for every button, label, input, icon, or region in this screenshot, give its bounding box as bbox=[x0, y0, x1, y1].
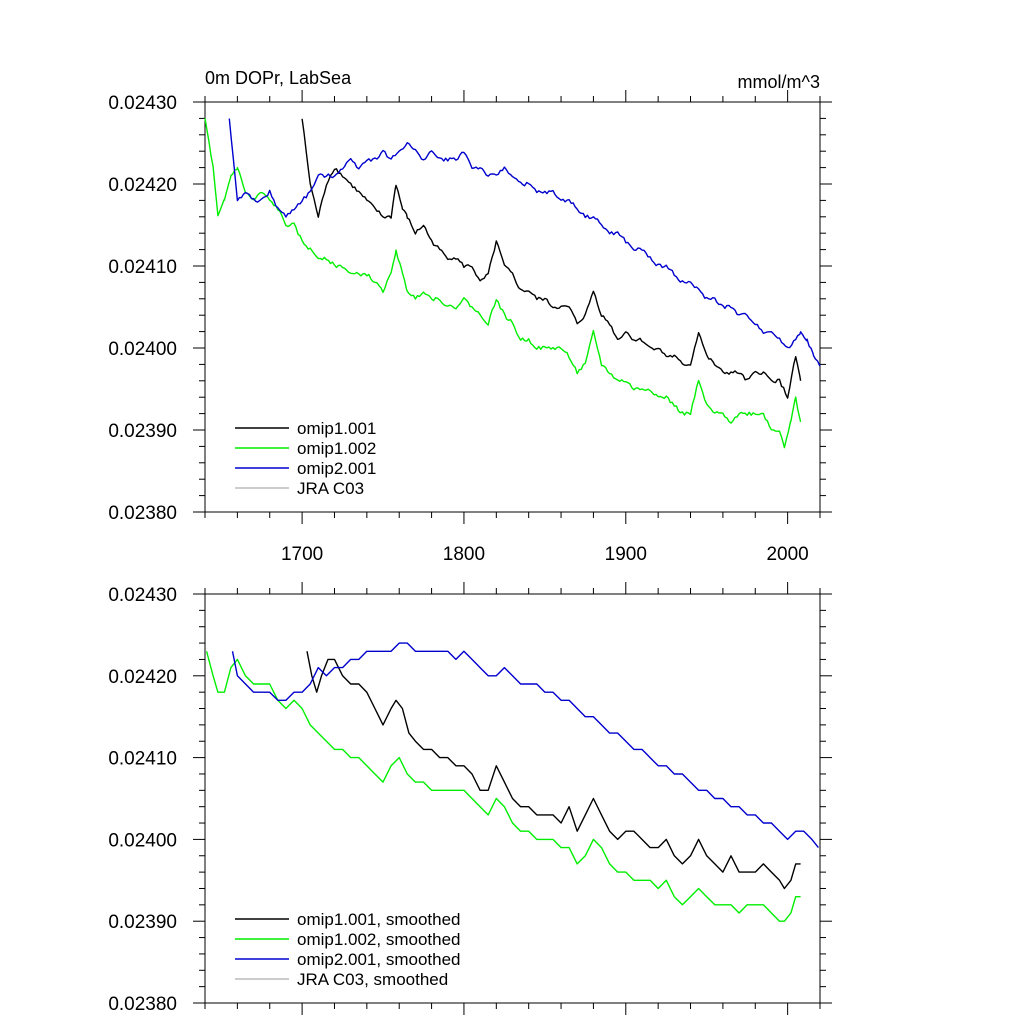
panel-top-raw: 0.02380 0.02390 0.02400 0.02410 0.02420 0.024… bbox=[108, 68, 832, 565]
y-tick-label: 0.02410 bbox=[108, 749, 177, 770]
y-tick-label: 0.02380 bbox=[108, 994, 177, 1015]
y-tick-label: 0.02430 bbox=[108, 93, 177, 114]
legend-label: omip1.001 bbox=[297, 419, 376, 438]
x-tick-label: 2000 bbox=[766, 544, 808, 565]
series-line-omip2-001-smoothed bbox=[231, 642, 819, 849]
plot-frame bbox=[204, 593, 821, 1004]
plot-frame bbox=[204, 101, 821, 513]
chart-title: 0m DOPr, LabSea bbox=[205, 68, 352, 88]
panel-bottom-smoothed: 0.02380 0.02390 0.02400 0.02410 0.02420 0.024… bbox=[108, 582, 832, 1015]
x-tick-label: 1900 bbox=[605, 544, 647, 565]
y-tick-label: 0.02420 bbox=[108, 175, 177, 196]
y-tick-label: 0.02390 bbox=[108, 912, 177, 933]
series-line-omip2-001 bbox=[228, 118, 821, 367]
legend-label: omip1.002, smoothed bbox=[297, 930, 461, 949]
x-tick-label: 1800 bbox=[443, 544, 485, 565]
series-line-omip1-001-smoothed bbox=[306, 651, 801, 890]
legend-label: omip2.001, smoothed bbox=[297, 950, 461, 969]
y-tick-label: 0.02390 bbox=[108, 421, 177, 442]
y-tick-label: 0.02430 bbox=[108, 585, 177, 606]
series-line-omip1-001 bbox=[301, 118, 802, 399]
legend-label: JRA C03 bbox=[297, 479, 364, 498]
x-tick-label: 1700 bbox=[281, 544, 323, 565]
y-tick-label: 0.02420 bbox=[108, 667, 177, 688]
legend-label: omip2.001 bbox=[297, 459, 376, 478]
legend-label: omip1.002 bbox=[297, 439, 376, 458]
units-label: mmol/m^3 bbox=[738, 72, 820, 92]
y-tick-label: 0.02410 bbox=[108, 257, 177, 278]
legend-label: JRA C03, smoothed bbox=[297, 970, 448, 989]
y-tick-label: 0.02400 bbox=[108, 830, 177, 851]
series-line-omip1-002 bbox=[204, 118, 802, 449]
y-tick-label: 0.02400 bbox=[108, 339, 177, 360]
y-tick-label: 0.02380 bbox=[108, 503, 177, 524]
legend-label: omip1.001, smoothed bbox=[297, 910, 461, 929]
series-line-omip1-002-smoothed bbox=[205, 651, 801, 922]
